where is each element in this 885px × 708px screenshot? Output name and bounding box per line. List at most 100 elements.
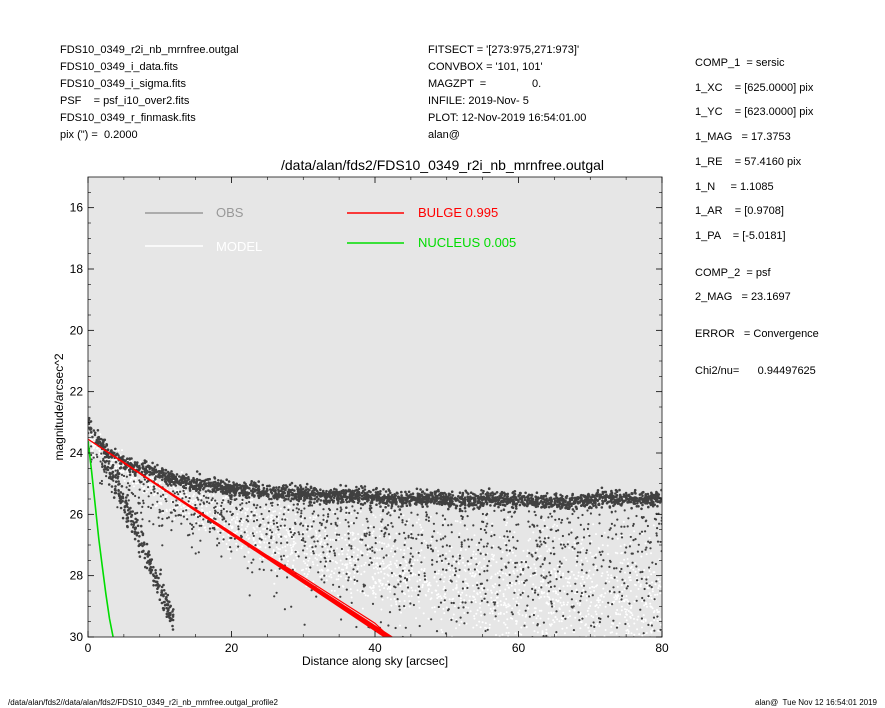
- model-point: [227, 496, 230, 499]
- obs-point: [613, 591, 616, 594]
- obs-point: [189, 522, 192, 525]
- obs-point: [549, 585, 553, 589]
- obs-point: [369, 490, 372, 494]
- model-point: [378, 535, 381, 538]
- model-point: [324, 518, 327, 521]
- model-point: [601, 572, 604, 575]
- obs-point: [249, 483, 252, 487]
- model-point: [640, 620, 643, 623]
- model-point: [558, 537, 561, 540]
- model-point: [364, 529, 367, 532]
- model-point: [234, 521, 237, 524]
- obs-point: [221, 492, 225, 495]
- model-point: [605, 579, 608, 582]
- model-point: [234, 532, 237, 535]
- model-point: [345, 544, 348, 546]
- obs-point: [344, 484, 348, 488]
- model-point: [361, 607, 364, 610]
- chi2-value: Chi2/nu= 0.94497625: [695, 364, 816, 377]
- model-point: [255, 531, 258, 534]
- model-point: [510, 584, 513, 587]
- obs-point: [282, 554, 285, 557]
- model-point: [136, 482, 139, 485]
- model-point: [327, 555, 330, 558]
- model-point: [608, 615, 611, 618]
- model-point: [467, 606, 470, 609]
- obs-point: [124, 459, 127, 462]
- model-point: [191, 504, 194, 507]
- model-point: [400, 611, 402, 614]
- obs-point: [171, 476, 174, 480]
- obs-point: [308, 494, 312, 497]
- model-point: [387, 554, 390, 557]
- model-point: [620, 605, 623, 608]
- model-point: [504, 604, 507, 607]
- model-point: [502, 595, 505, 598]
- obs-point: [503, 494, 506, 498]
- obs-point: [639, 571, 642, 574]
- obs-point: [587, 495, 591, 498]
- obs-point: [608, 528, 611, 531]
- model-point: [506, 574, 508, 577]
- obs-point: [549, 502, 552, 505]
- model-point: [455, 586, 458, 589]
- model-point: [438, 558, 441, 561]
- model-point: [651, 628, 654, 631]
- model-point: [575, 564, 578, 567]
- model-point: [158, 482, 161, 485]
- obs-point: [235, 486, 239, 489]
- obs-point: [505, 566, 508, 569]
- model-point: [437, 584, 440, 587]
- obs-point: [198, 472, 202, 476]
- obs-point: [452, 503, 456, 506]
- obs-point: [436, 497, 439, 500]
- obs-point: [353, 509, 356, 512]
- model-point: [420, 526, 423, 529]
- model-point: [474, 601, 477, 604]
- model-point: [228, 539, 231, 542]
- header-mid-line: CONVBOX = '101, 101': [428, 61, 543, 73]
- model-point: [392, 555, 394, 558]
- obs-point: [272, 522, 275, 525]
- model-point: [512, 597, 515, 600]
- obs-point: [482, 545, 485, 548]
- model-point: [645, 602, 647, 604]
- obs-point: [388, 489, 391, 493]
- model-point: [499, 612, 502, 615]
- model-point: [534, 610, 537, 613]
- obs-point: [651, 496, 654, 500]
- obs-point: [480, 599, 483, 602]
- model-point: [512, 561, 514, 564]
- model-point: [381, 560, 384, 563]
- obs-point: [379, 490, 382, 493]
- model-point: [646, 586, 649, 589]
- obs-point: [194, 484, 198, 488]
- model-point: [389, 509, 391, 512]
- model-point: [492, 545, 495, 547]
- obs-point: [476, 494, 480, 498]
- obs-point: [296, 489, 300, 493]
- model-point: [376, 549, 379, 552]
- obs-point: [574, 501, 577, 504]
- model-point: [624, 608, 626, 611]
- model-point: [366, 553, 369, 556]
- model-point: [191, 501, 194, 504]
- model-point: [369, 551, 372, 553]
- model-point: [415, 551, 418, 554]
- model-point: [650, 552, 652, 555]
- model-point: [504, 572, 507, 575]
- model-point: [518, 632, 521, 635]
- model-point: [140, 484, 143, 487]
- model-point: [270, 514, 273, 517]
- obs-point: [559, 507, 562, 510]
- obs-point: [570, 598, 574, 601]
- model-point: [536, 548, 538, 551]
- obs-point: [339, 595, 342, 598]
- obs-point: [144, 468, 147, 472]
- obs-point: [275, 591, 278, 594]
- model-point: [523, 560, 526, 563]
- model-point: [594, 605, 597, 608]
- model-point: [289, 544, 292, 547]
- model-point: [412, 572, 415, 575]
- obs-point: [534, 505, 538, 509]
